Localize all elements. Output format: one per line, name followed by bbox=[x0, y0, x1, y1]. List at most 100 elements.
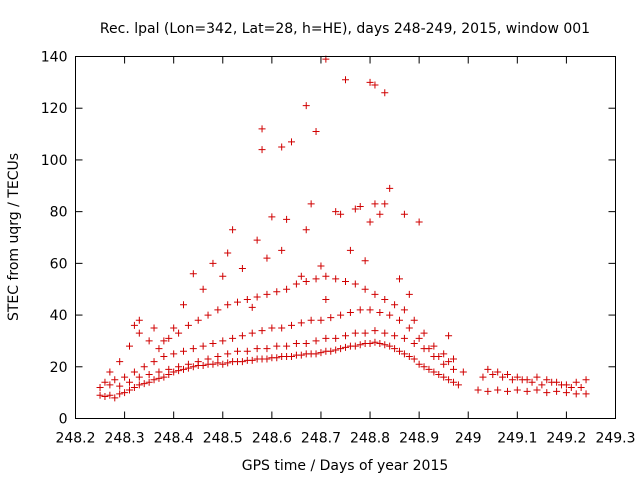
data-point bbox=[297, 351, 305, 359]
data-point bbox=[410, 316, 418, 324]
data-point bbox=[121, 373, 129, 381]
data-point bbox=[180, 347, 187, 355]
data-point bbox=[243, 347, 251, 355]
data-point bbox=[184, 321, 192, 329]
data-point bbox=[400, 210, 408, 218]
data-point bbox=[582, 390, 590, 398]
data-point bbox=[504, 387, 511, 395]
data-point bbox=[327, 314, 335, 322]
data-point bbox=[356, 202, 364, 210]
data-point bbox=[425, 365, 433, 373]
data-point bbox=[253, 293, 261, 301]
data-point bbox=[258, 327, 266, 335]
data-point bbox=[199, 342, 207, 350]
data-point bbox=[553, 378, 561, 386]
chart-title: Rec. lpal (Lon=342, Lat=28, h=HE), days … bbox=[100, 21, 590, 37]
data-point bbox=[366, 340, 374, 348]
data-point bbox=[371, 81, 379, 89]
data-point bbox=[111, 376, 119, 384]
x-tick-label: 249.3 bbox=[595, 431, 635, 447]
data-point bbox=[371, 200, 379, 208]
data-point bbox=[126, 342, 133, 350]
data-point bbox=[170, 368, 178, 376]
data-point bbox=[572, 390, 580, 398]
data-point bbox=[356, 306, 364, 314]
data-point bbox=[391, 301, 399, 309]
data-point bbox=[248, 303, 256, 311]
data-point bbox=[292, 280, 300, 288]
data-point bbox=[278, 143, 286, 151]
data-point bbox=[268, 324, 276, 332]
data-point bbox=[351, 342, 359, 350]
data-point bbox=[430, 368, 438, 376]
data-point bbox=[209, 340, 217, 348]
data-point bbox=[292, 340, 300, 348]
y-tick-label: 120 bbox=[41, 101, 68, 117]
data-point bbox=[415, 334, 423, 342]
data-point bbox=[342, 343, 349, 351]
data-point bbox=[361, 285, 369, 293]
data-point bbox=[135, 373, 143, 381]
data-point bbox=[342, 332, 349, 340]
data-point bbox=[209, 360, 217, 368]
data-point bbox=[337, 311, 345, 319]
data-point bbox=[189, 363, 197, 371]
data-point bbox=[371, 290, 379, 298]
data-point bbox=[209, 259, 217, 267]
data-point bbox=[513, 386, 521, 394]
x-tick-label: 249.1 bbox=[497, 431, 537, 447]
data-point bbox=[420, 329, 428, 337]
data-point bbox=[297, 319, 305, 327]
data-point bbox=[484, 365, 492, 373]
data-point bbox=[361, 257, 369, 265]
data-point bbox=[106, 391, 114, 399]
y-axis-label: STEC from uqrg / TECUs bbox=[6, 153, 22, 321]
data-point bbox=[572, 378, 580, 386]
data-point bbox=[513, 373, 521, 381]
data-point bbox=[376, 308, 384, 316]
data-point bbox=[302, 277, 310, 285]
data-point bbox=[214, 359, 222, 367]
data-point bbox=[366, 306, 374, 314]
data-point bbox=[307, 316, 315, 324]
x-tick-label: 248.8 bbox=[350, 431, 390, 447]
data-point bbox=[160, 337, 168, 345]
data-point bbox=[140, 363, 148, 371]
data-point bbox=[381, 329, 389, 337]
data-point bbox=[317, 316, 325, 324]
x-tick-label: 248.2 bbox=[55, 431, 95, 447]
data-point bbox=[582, 376, 590, 384]
data-point bbox=[194, 316, 202, 324]
data-point bbox=[567, 383, 575, 391]
data-point bbox=[479, 373, 487, 381]
x-tick-label: 248.9 bbox=[399, 431, 439, 447]
data-point bbox=[351, 329, 359, 337]
data-point bbox=[302, 226, 310, 234]
data-point bbox=[415, 360, 423, 368]
data-point bbox=[366, 218, 374, 226]
data-point bbox=[543, 389, 551, 397]
data-point bbox=[258, 146, 266, 154]
data-point bbox=[317, 349, 325, 357]
data-point bbox=[189, 270, 197, 278]
data-point bbox=[332, 334, 340, 342]
data-point bbox=[351, 205, 359, 213]
data-point bbox=[538, 381, 546, 389]
data-point bbox=[381, 341, 389, 349]
data-point bbox=[351, 280, 359, 288]
data-point bbox=[106, 381, 114, 389]
data-point bbox=[420, 363, 428, 371]
x-tick-label: 248.6 bbox=[252, 431, 292, 447]
data-point bbox=[376, 340, 384, 348]
data-point bbox=[101, 378, 109, 386]
data-point bbox=[116, 382, 124, 390]
data-point bbox=[312, 350, 320, 358]
data-point bbox=[312, 337, 320, 345]
data-point bbox=[106, 368, 114, 376]
data-point bbox=[553, 387, 561, 395]
data-point bbox=[184, 360, 192, 368]
data-point bbox=[332, 208, 340, 216]
data-point bbox=[204, 355, 212, 363]
data-point bbox=[253, 345, 261, 353]
data-point bbox=[288, 138, 295, 146]
